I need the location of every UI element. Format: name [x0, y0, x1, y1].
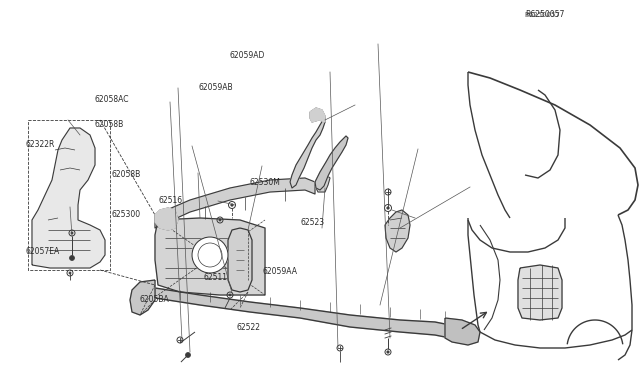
Text: 62059AB: 62059AB [198, 83, 233, 92]
Circle shape [192, 237, 228, 273]
Text: 62511: 62511 [204, 273, 228, 282]
Polygon shape [155, 218, 265, 295]
Text: 62058B: 62058B [112, 170, 141, 179]
Circle shape [387, 351, 389, 353]
Text: 62059AD: 62059AD [229, 51, 264, 60]
Text: 62523: 62523 [301, 218, 325, 227]
Circle shape [186, 353, 191, 357]
Polygon shape [445, 318, 480, 345]
Polygon shape [518, 265, 562, 320]
Text: 6205BA: 6205BA [140, 295, 169, 304]
Text: 62059AA: 62059AA [262, 267, 298, 276]
Circle shape [231, 204, 233, 206]
Text: 62058AC: 62058AC [95, 95, 129, 104]
Circle shape [71, 232, 73, 234]
Polygon shape [155, 208, 178, 230]
Circle shape [70, 256, 74, 260]
Text: 62057EA: 62057EA [26, 247, 60, 256]
Polygon shape [228, 228, 252, 292]
Polygon shape [32, 128, 105, 268]
Polygon shape [155, 288, 460, 340]
Text: R6250057: R6250057 [525, 10, 564, 19]
Polygon shape [310, 108, 325, 122]
Polygon shape [290, 118, 325, 188]
Circle shape [229, 294, 231, 296]
Polygon shape [155, 178, 315, 228]
Text: 62530M: 62530M [250, 178, 280, 187]
Polygon shape [385, 210, 410, 252]
Text: 625300: 625300 [112, 210, 141, 219]
Polygon shape [315, 136, 348, 190]
Polygon shape [130, 280, 155, 315]
Polygon shape [315, 175, 330, 192]
Text: R6250057: R6250057 [525, 12, 561, 18]
Text: 62522: 62522 [237, 323, 261, 332]
Circle shape [387, 207, 389, 209]
Text: 62322R: 62322R [26, 140, 55, 149]
Text: 62516: 62516 [159, 196, 183, 205]
Circle shape [219, 219, 221, 221]
Circle shape [69, 272, 71, 274]
Text: 62058B: 62058B [95, 120, 124, 129]
